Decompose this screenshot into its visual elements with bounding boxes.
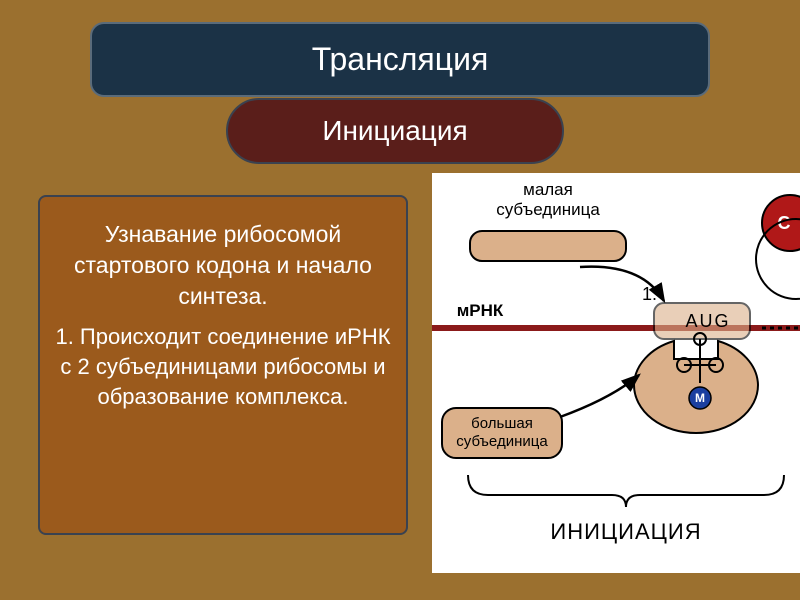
initiation-diagram: малаясубъединицамРНК1.AUGМСбольшаясубъед… xyxy=(432,173,800,573)
title-text: Трансляция xyxy=(312,41,489,78)
description-box: Узнавание рибосомой стартового кодона и … xyxy=(38,195,408,535)
svg-text:малая: малая xyxy=(523,180,573,199)
title-box: Трансляция xyxy=(90,22,710,97)
description-body: 1. Происходит соединение иРНКс 2 субъеди… xyxy=(54,322,392,411)
svg-text:субъединица: субъединица xyxy=(456,433,548,450)
svg-text:большая: большая xyxy=(471,415,533,432)
description-heading: Узнавание рибосомой стартового кодона и … xyxy=(54,219,392,312)
svg-text:ИНИЦИАЦИЯ: ИНИЦИАЦИЯ xyxy=(550,519,701,544)
subtitle-text: Инициация xyxy=(322,115,467,147)
svg-text:субъединица: субъединица xyxy=(496,200,600,219)
subtitle-oval: Инициация xyxy=(226,98,564,164)
svg-text:AUG: AUG xyxy=(685,311,730,331)
svg-text:М: М xyxy=(695,391,705,405)
svg-text:мРНК: мРНК xyxy=(457,301,504,320)
